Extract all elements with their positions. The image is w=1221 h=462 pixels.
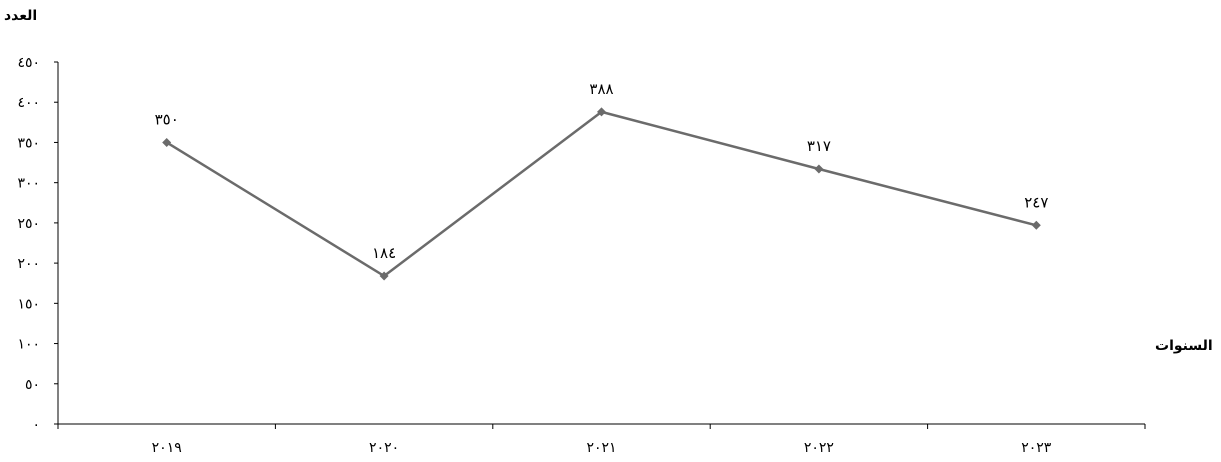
y-axis-title: العدد	[4, 8, 38, 24]
x-axis-title: السنوات	[1155, 338, 1213, 354]
data-point	[814, 164, 824, 174]
data-point	[1031, 220, 1041, 230]
y-tick-label: ٢٠٠	[17, 256, 40, 272]
y-tick-label: ١٥٠	[17, 296, 40, 312]
y-tick-label: ٠	[32, 417, 40, 433]
y-tick-label: ٥٠	[25, 377, 40, 393]
data-label: ٣٥٠	[155, 110, 179, 128]
data-label: ١٨٤	[372, 244, 396, 262]
data-label: ٣١٧	[807, 137, 831, 155]
y-tick-label: ٢٥٠	[17, 216, 40, 232]
data-point	[162, 137, 172, 147]
y-tick-label: ٣٥٠	[17, 135, 40, 151]
data-point	[597, 107, 606, 117]
series-line	[166, 110, 1037, 278]
data-label: ٢٤٧	[1024, 193, 1048, 211]
x-tick-label: ٢٠٢٢	[804, 440, 834, 456]
y-tick-label: ٤٠٠	[17, 95, 40, 111]
data-point	[379, 271, 389, 281]
x-tick-label: ٢٠٢٠	[369, 440, 399, 456]
x-tick-label: ٢٠١٩	[152, 440, 182, 456]
x-tick-label: ٢٠٢١	[586, 440, 616, 456]
x-tick-label: ٢٠٢٣	[1021, 440, 1052, 456]
y-tick-label: ٤٥٠	[17, 55, 40, 71]
y-tick-label: ١٠٠	[17, 337, 40, 353]
data-label: ٣٨٨	[589, 80, 613, 98]
y-tick-label: ٣٠٠	[17, 176, 40, 192]
